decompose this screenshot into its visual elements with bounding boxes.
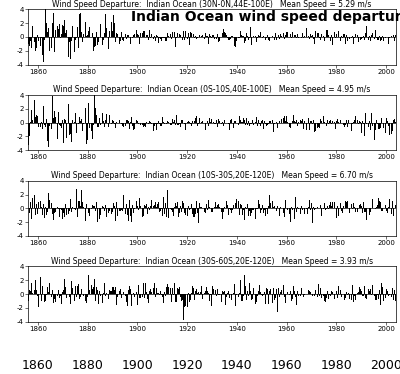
Text: 1960: 1960 <box>271 359 302 372</box>
Text: Indian Ocean wind speed departures: Indian Ocean wind speed departures <box>131 10 400 24</box>
Title: Wind Speed Departure:  Indian Ocean (30S-60S,20E-120E)   Mean Speed = 3.93 m/s: Wind Speed Departure: Indian Ocean (30S-… <box>51 257 373 266</box>
Text: 1860: 1860 <box>22 359 54 372</box>
Text: 1900: 1900 <box>122 359 153 372</box>
Text: 1980: 1980 <box>320 359 352 372</box>
Title: Wind Speed Departure:  Indian Ocean (10S-30S,20E-120E)   Mean Speed = 6.70 m/s: Wind Speed Departure: Indian Ocean (10S-… <box>51 171 373 180</box>
Title: Wind Speed Departure:  Indian Ocean (0S-10S,40E-100E)   Mean Speed = 4.95 m/s: Wind Speed Departure: Indian Ocean (0S-1… <box>53 85 371 94</box>
Text: 1940: 1940 <box>221 359 253 372</box>
Text: 2000: 2000 <box>370 359 400 372</box>
Text: 1920: 1920 <box>171 359 203 372</box>
Text: 1880: 1880 <box>72 359 104 372</box>
Title: Wind Speed Departure:  Indian Ocean (30N-0N,44E-100E)   Mean Speed = 5.29 m/s: Wind Speed Departure: Indian Ocean (30N-… <box>52 0 372 9</box>
